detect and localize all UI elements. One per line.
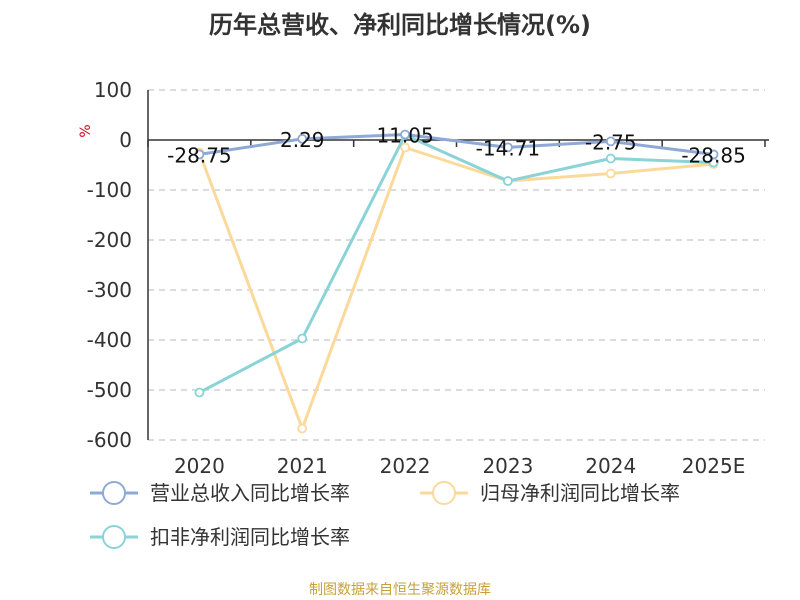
legend-marker (102, 481, 126, 505)
y-tick-label: -600 (87, 428, 132, 452)
data-label: -2.75 (585, 130, 637, 154)
data-point (297, 333, 308, 344)
data-label: -28.85 (681, 143, 745, 167)
data-label: 11.05 (376, 123, 433, 147)
x-tick-label: 2020 (174, 454, 225, 478)
legend-label: 归母净利润同比增长率 (480, 481, 680, 505)
y-tick-label: -200 (87, 228, 132, 252)
x-tick-label: 2023 (482, 454, 533, 478)
data-point (297, 423, 308, 434)
legend-item: 归母净利润同比增长率 (420, 481, 680, 505)
data-labels: -28.75 2.29 11.05 -14.71 -2.75 -28.85 (167, 123, 746, 167)
data-point (400, 142, 410, 153)
series-line (198, 146, 714, 430)
data-point (503, 142, 513, 153)
y-tick-label: 0 (119, 128, 132, 152)
y-axis-unit: % (78, 124, 94, 137)
data-point (297, 133, 308, 144)
y-axis-ticks: 100 0 -100 -200 -300 -400 -500 -600 (87, 78, 132, 452)
data-label: -28.75 (167, 143, 231, 167)
legend-item: 扣非净利润同比增长率 (90, 525, 350, 549)
legend-item: 营业总收入同比增长率 (90, 481, 350, 505)
y-tick-label: 100 (94, 78, 132, 102)
y-tick-label: -300 (87, 278, 132, 302)
series-line (199, 132, 714, 156)
legend-label: 营业总收入同比增长率 (150, 481, 350, 505)
series-line (198, 133, 714, 394)
legend-marker (432, 481, 456, 505)
data-point (194, 387, 205, 398)
x-tick-label: 2022 (380, 454, 431, 478)
data-label: 2.29 (280, 128, 325, 152)
data-point (605, 168, 616, 179)
series-lines (194, 129, 719, 434)
data-source-note: 制图数据来自恒生聚源数据库 (309, 582, 491, 598)
data-point (605, 153, 616, 164)
data-point (708, 149, 719, 160)
data-point (400, 129, 410, 140)
legend-marker (102, 525, 126, 549)
data-point (194, 149, 205, 160)
x-tick-label: 2021 (277, 454, 328, 478)
data-point (503, 176, 513, 186)
y-tick-label: -500 (87, 378, 132, 402)
y-tick-label: -100 (87, 178, 132, 202)
x-tick-label: 2024 (585, 454, 636, 478)
x-tick-label: 2025E (682, 454, 746, 478)
data-point (605, 136, 616, 147)
y-tick-label: -400 (87, 328, 132, 352)
legend-label: 扣非净利润同比增长率 (150, 525, 350, 549)
chart-title: 历年总营收、净利同比增长情况(%) (209, 11, 591, 39)
x-axis-ticks: 2020 2021 2022 2023 2024 2025E (174, 454, 745, 478)
data-label: -14.71 (476, 136, 540, 160)
